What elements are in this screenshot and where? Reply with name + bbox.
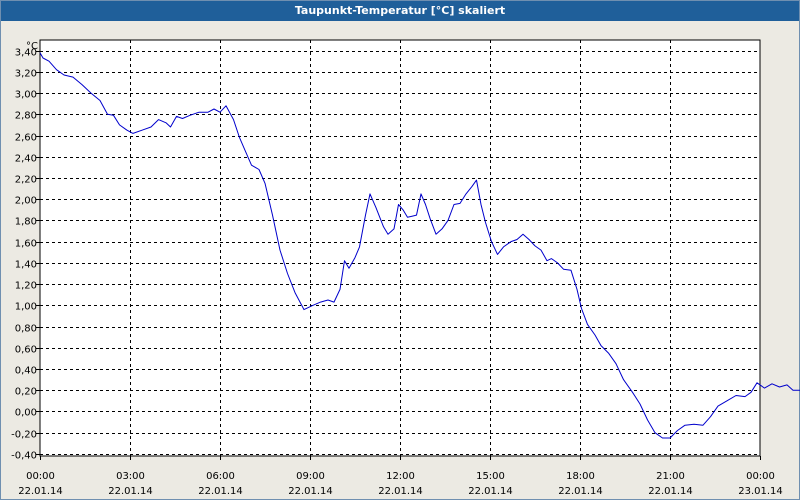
y-tick-label: 1,40 [15, 260, 37, 271]
x-tick-time-label: 00:00 [26, 471, 55, 482]
x-tick-time-label: 12:00 [386, 471, 415, 482]
y-tick-label: 1,20 [15, 281, 37, 292]
x-tick-time-label: 21:00 [656, 471, 685, 482]
x-tick-time-label: 03:00 [116, 471, 145, 482]
x-tick-date-label: 22.01.14 [468, 486, 513, 497]
y-tick-label: 1,00 [15, 302, 37, 313]
plot-area [39, 39, 761, 457]
x-tick-time-label: 15:00 [476, 471, 505, 482]
y-tick-label: 2,00 [15, 196, 37, 207]
y-tick-label: 0,40 [15, 366, 37, 377]
grid-lines [40, 40, 760, 456]
y-tick-label: 1,80 [15, 217, 37, 228]
x-tick-date-label: 22.01.14 [198, 486, 243, 497]
x-axis: 00:00 22.01.14 03:00 22.01.14 06:00 22.01.14 0… [18, 456, 783, 497]
x-tick-date-label: 22.01.14 [558, 486, 603, 497]
y-tick-label: -0,40 [11, 451, 37, 462]
y-tick-label: 3,20 [15, 69, 37, 80]
x-tick-time-label: 09:00 [296, 471, 325, 482]
y-tick-label: 3,40 [15, 48, 37, 59]
x-tick-date-label: 23.01.14 [738, 486, 783, 497]
y-tick-label: 3,00 [15, 90, 37, 101]
y-axis: °C -0,40 -0,20 0,00 0,20 0,40 0,60 0,80 1,00 1,2… [11, 41, 40, 462]
y-tick-label: 1,60 [15, 239, 37, 250]
y-tick-label: 0,00 [15, 408, 37, 419]
y-tick-label: 2,60 [15, 133, 37, 144]
y-tick-label: 0,60 [15, 345, 37, 356]
series-group [39, 52, 800, 439]
x-tick-date-label: 22.01.14 [648, 486, 693, 497]
y-tick-label: -0,20 [11, 430, 37, 441]
window-title: Taupunkt-Temperatur [°C] skaliert [1, 1, 799, 21]
x-tick-time-label: 00:00 [746, 471, 775, 482]
x-tick-time-label: 06:00 [206, 471, 235, 482]
y-tick-label: 0,20 [15, 387, 37, 398]
x-tick-date-label: 22.01.14 [378, 486, 423, 497]
y-tick-label: 2,40 [15, 154, 37, 165]
x-tick-date-label: 22.01.14 [18, 486, 63, 497]
y-tick-label: 2,80 [15, 111, 37, 122]
y-tick-label: 2,20 [15, 175, 37, 186]
y-tick-label: 0,80 [15, 324, 37, 335]
x-tick-date-label: 22.01.14 [108, 486, 153, 497]
series-line [39, 52, 800, 439]
x-tick-date-label: 22.01.14 [288, 486, 333, 497]
y-axis-unit: °C [26, 41, 38, 52]
x-tick-time-label: 18:00 [566, 471, 595, 482]
